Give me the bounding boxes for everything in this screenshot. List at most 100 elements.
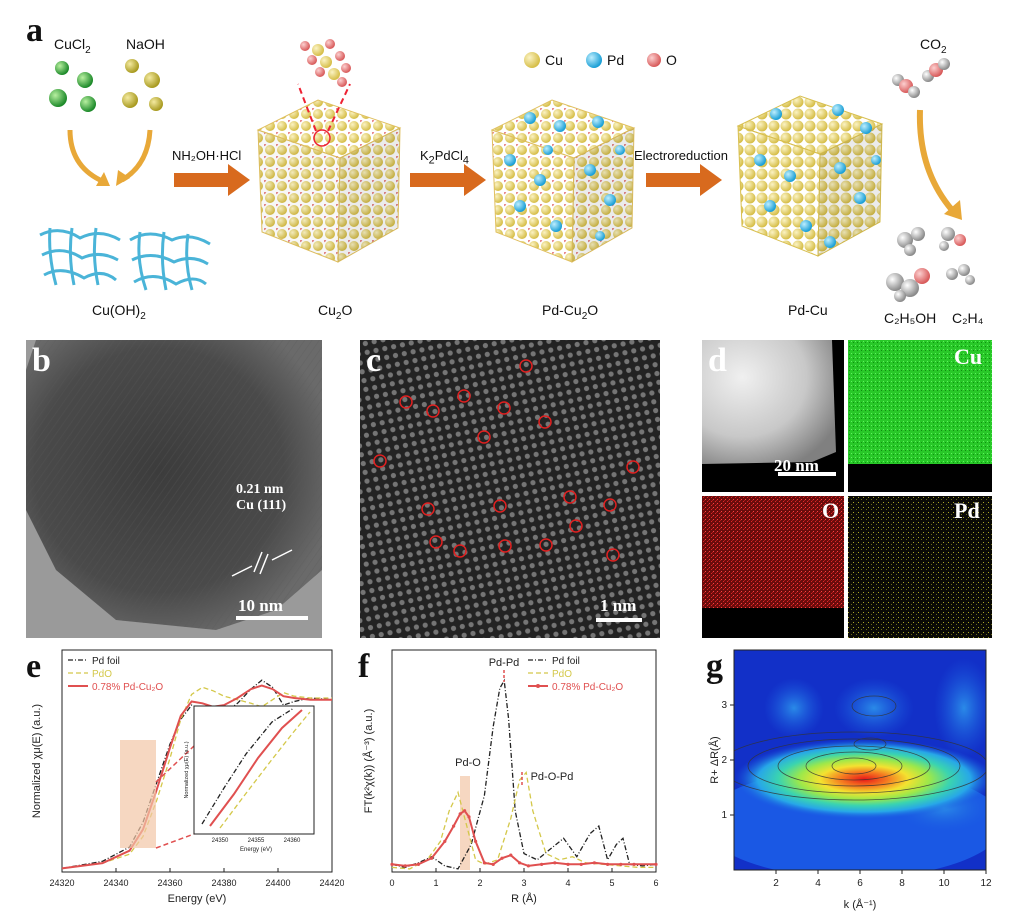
series-point xyxy=(482,861,486,865)
series-point xyxy=(654,862,658,866)
series-point xyxy=(509,853,513,857)
x-tick-label: 24420 xyxy=(319,878,344,888)
panel-label-b: b xyxy=(32,342,51,379)
series-point xyxy=(566,862,570,866)
inset-plot: Normalized χμ(E) (a.u.) 24350 24355 2436… xyxy=(184,705,315,853)
legend-sample: 0.78% Pd-Cu₂O xyxy=(552,682,623,693)
x-tick-label: 0 xyxy=(389,878,394,888)
scalebar-d-label: 20 nm xyxy=(774,456,819,475)
x-tick-label: 6 xyxy=(857,878,863,889)
series-point xyxy=(500,856,504,860)
eds-pd-label: Pd xyxy=(954,498,980,523)
cu2o-cluster xyxy=(300,39,351,87)
eds-o-label: O xyxy=(822,498,840,523)
cu2o-cube xyxy=(256,99,402,263)
panel-b-tem-image xyxy=(26,340,322,638)
panel-label-c: c xyxy=(366,342,382,379)
x-tick-label: 10 xyxy=(938,878,950,889)
curved-arrow-products xyxy=(916,109,955,212)
ylabel: FT(k²χ(k)) (Å⁻³) (a.u.) xyxy=(362,709,375,813)
x-tick-label: 8 xyxy=(899,878,905,889)
step3-label: Electroreduction xyxy=(634,148,728,163)
annot-pdpd: Pd-Pd xyxy=(489,657,520,669)
co2-label: CO2 xyxy=(920,36,947,56)
inset-xlabel: Energy (eV) xyxy=(240,847,272,853)
series-point xyxy=(491,862,495,866)
series-point xyxy=(467,815,471,819)
scalebar-b-label: 10 nm xyxy=(238,596,283,615)
c2h5oh-label: C₂H₅OH xyxy=(884,310,937,326)
x-tick-label: 2 xyxy=(773,878,779,889)
cuoh2-label: Cu(OH)2 xyxy=(92,302,146,322)
cu2o-label: Cu2O xyxy=(318,302,353,322)
blob xyxy=(834,678,914,738)
y-tick-label: 3 xyxy=(721,700,727,711)
inset-tick-2: 24360 xyxy=(284,838,301,844)
series-point xyxy=(474,839,478,843)
x-tick-label: 4 xyxy=(565,878,570,888)
x-tick-label: 5 xyxy=(609,878,614,888)
annot-pdo: Pd-O xyxy=(455,757,481,769)
inset-tick-0: 24350 xyxy=(212,838,229,844)
arrow-step2 xyxy=(410,164,486,196)
panel-label-g: g xyxy=(706,648,723,685)
legend-e: Pd foil PdO 0.78% Pd-Cu₂O xyxy=(68,656,163,693)
series-point xyxy=(632,862,636,866)
curved-arrow-right xyxy=(120,129,153,183)
xlabel: k (Å⁻¹) xyxy=(844,898,877,911)
step2-label: K2PdCl4 xyxy=(420,148,469,167)
x-tick-label: 24320 xyxy=(49,878,74,888)
series-point xyxy=(463,809,467,813)
legend-f: Pd foil PdO 0.78% Pd-Cu₂O xyxy=(528,656,623,693)
series-point xyxy=(553,861,557,865)
curved-arrow-left xyxy=(67,129,102,183)
plot-frame xyxy=(61,649,333,873)
pd-site-markers xyxy=(373,359,640,562)
series-line-1 xyxy=(391,771,656,870)
legend-pdo: PdO xyxy=(92,669,112,680)
xlabel: R (Å) xyxy=(511,892,537,905)
x-tick-label: 24380 xyxy=(211,878,236,888)
co2-molecules xyxy=(892,58,950,98)
product-molecules xyxy=(886,227,975,302)
legend-o-sphere xyxy=(647,53,661,67)
x-tick-label: 1 xyxy=(433,878,438,888)
panel-label-f: f xyxy=(358,648,370,685)
chart-e-xanes: Normalized χμ(E) (a.u.) Energy (eV) 2432… xyxy=(31,649,344,905)
zoom-circle xyxy=(313,129,331,147)
pdcu-label: Pd-Cu xyxy=(788,302,828,318)
arrow-step3 xyxy=(646,164,722,196)
panel-label-d: d xyxy=(708,342,727,379)
x-tick-label: 24340 xyxy=(103,878,128,888)
legend-pdfoil: Pd foil xyxy=(552,656,580,667)
series-point xyxy=(518,861,522,865)
legend-cu-label: Cu xyxy=(545,52,563,68)
panel-d-eds-maps xyxy=(702,340,992,638)
series-line-0 xyxy=(391,678,657,870)
x-tick-label: 4 xyxy=(815,878,821,889)
legend-pdfoil: Pd foil xyxy=(92,656,120,667)
series-point xyxy=(430,856,434,860)
xlabel: Energy (eV) xyxy=(168,893,227,905)
inset-tick-1: 24355 xyxy=(248,838,265,844)
y-tick-label: 1 xyxy=(721,810,727,821)
pdcu-cube xyxy=(736,95,884,257)
series-point xyxy=(458,812,462,816)
series-point xyxy=(579,862,583,866)
scheme-graphics xyxy=(39,39,975,302)
series-point xyxy=(403,864,407,868)
x-tick-label: 3 xyxy=(521,878,526,888)
ylabel: R+ ΔR(Å) xyxy=(708,736,721,783)
dspacing-label: 0.21 nm xyxy=(236,482,284,497)
inset-ylabel: Normalized χμ(E) (a.u.) xyxy=(184,741,190,798)
zoom-region xyxy=(120,740,156,848)
reagent-cucl2: CuCl2 xyxy=(54,36,91,56)
series-point xyxy=(526,864,530,868)
series-point xyxy=(606,862,610,866)
naoh-spheres xyxy=(122,59,163,111)
y-tick-label: 2 xyxy=(721,755,727,766)
series-point xyxy=(619,862,623,866)
legend-pd-label: Pd xyxy=(607,52,625,68)
series-point xyxy=(592,861,596,865)
eds-cu-label: Cu xyxy=(954,344,983,369)
